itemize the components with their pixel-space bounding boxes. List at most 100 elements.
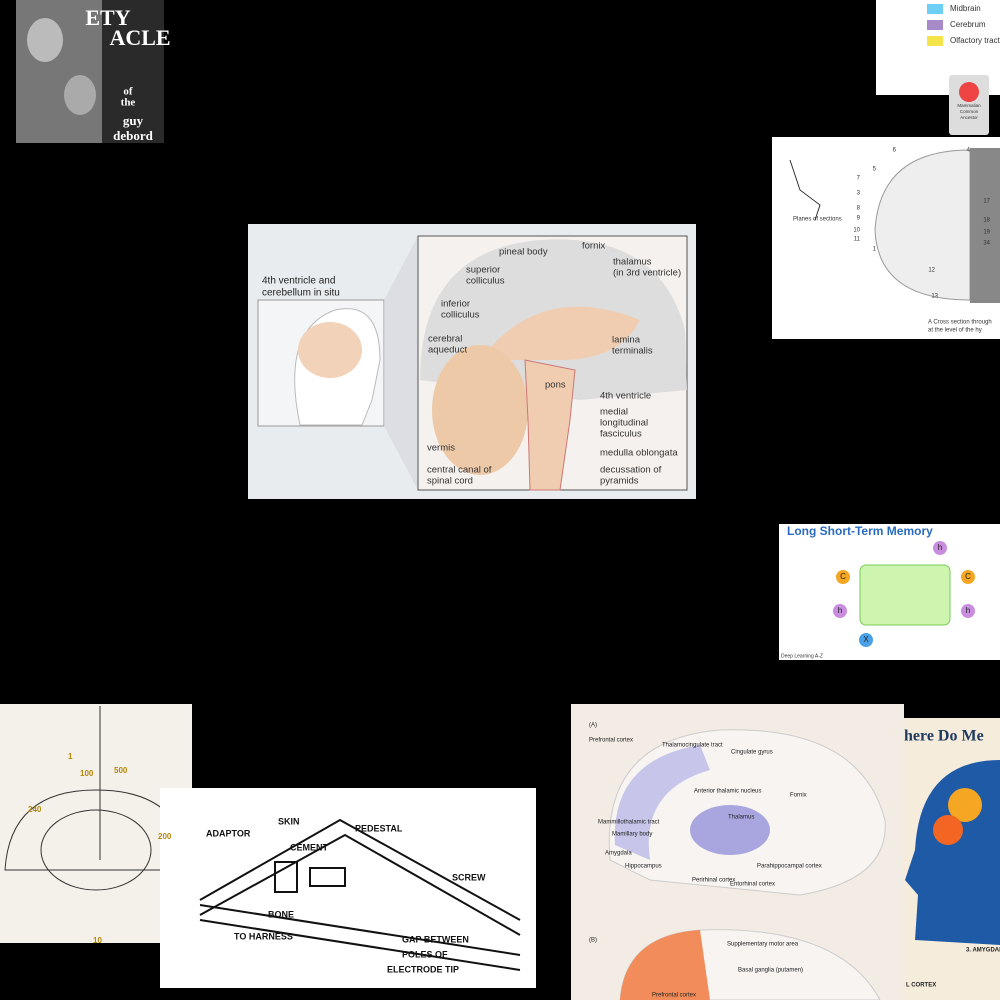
infographic-section: 3. AMYGDALA [966,948,1000,954]
section-number: 5 [873,167,877,173]
black-box [4,943,160,1000]
section-number: 13 [931,294,938,300]
section-number: 8 [857,206,861,212]
logo-text: Mammalian [957,103,981,108]
section-number: 19 [983,230,990,236]
electrode-label: SCREW [452,872,486,882]
brain-label: colliculus [466,276,505,287]
book-text: ACLE [109,25,170,50]
atlas-number: 100 [80,769,94,778]
logo-text: Common [960,109,979,114]
section-number: 9 [857,216,861,222]
section-number: 11 [854,237,861,243]
brain-label: spinal cord [427,476,473,487]
atlas-number: 500 [114,766,128,775]
section-right [970,148,1000,303]
atlas-number: 240 [28,805,42,814]
limbic-a [690,805,770,855]
brain-label: fornix [582,241,605,252]
brain-label: inferior [441,299,470,310]
brain-label: pyramids [600,476,639,487]
brain-color-label: Amygdala [605,851,632,857]
electrode-label: SKIN [278,816,300,826]
lstm-node [961,604,975,618]
caption: Planes of sections [793,217,842,223]
prefrontal-a [614,745,710,860]
legend-label: Cerebrum [950,20,986,29]
inset-brain [298,322,362,378]
brain-color-label: Supplementary motor area [727,942,799,948]
brain-label: pons [545,380,566,391]
brain-label: thalamus [613,257,652,268]
brain-label: lamina [612,335,641,346]
section-number: 4 [967,148,971,154]
section-number: 10 [853,228,860,234]
lstm-node [836,570,850,584]
legend-swatch [927,4,943,14]
brain-label: vermis [427,443,455,454]
face [27,18,63,62]
section-number: 3 [857,191,861,197]
brain-label: medulla oblongata [600,448,678,459]
brain-label: (in 3rd ventricle) [613,268,681,279]
region [948,788,982,822]
brain-color-label: (A) [589,723,597,729]
electrode-label: POLES OF [402,949,448,959]
lstm-node [833,604,847,618]
electrode-label: TO HARNESS [234,931,293,941]
brain-label: 4th ventricle [600,391,651,402]
infographic-section: L CORTEX [906,983,936,989]
brain-color-label: (B) [589,938,597,944]
lstm-node-label: h [966,606,970,615]
brain-label: longitudinal [600,418,648,429]
brain-color-label: Parahippocampal cortex [757,864,822,870]
brain-label: medial [600,407,628,418]
inset-title: 4th ventricle and [262,276,335,287]
brain-color-label: Prefrontal cortex [652,993,696,999]
book-text: guy [123,113,144,128]
lstm-title: Long Short-Term Memory [787,524,933,538]
legend-swatch [927,36,943,46]
legend-label: Olfactory tract [950,36,1000,45]
logo-icon [959,82,979,102]
logo-tile [949,75,989,135]
book-photo [16,0,102,143]
brain-color-label: Thalamocingulate tract [662,743,723,749]
brain-label: fasciculus [600,429,642,440]
lstm-node-label: h [838,606,842,615]
section-number: 17 [983,199,990,205]
brain-color-label: Basal ganglia (putamen) [738,968,803,974]
brain-label: superior [466,265,500,276]
brain-color-label: Anterior thalamic nucleus [694,789,761,795]
brain-label: colliculus [441,310,480,321]
brain-label: aqueduct [428,345,467,356]
section-number: 34 [983,241,990,247]
brain-label: central canal of [427,465,492,476]
atlas-inner [40,809,152,891]
atlas-number: 10 [93,936,102,945]
face [64,75,96,115]
pedestal [309,867,346,887]
brain-color-label: Mammillothalamic tract [598,820,660,826]
region [933,815,963,845]
caption: at the level of the hy [928,328,982,334]
brain-color-label: Cingulate gyrus [731,750,773,756]
infographic-title: here Do Me [904,728,984,745]
lstm-node-label: X [863,635,869,644]
lstm-cell [859,564,951,626]
brainstem [524,359,576,491]
zoom-cone [384,236,418,490]
electrode-label: GAP BETWEEN [402,934,469,944]
lstm-node-label: C [840,572,846,581]
prefrontal-b [620,930,710,1000]
electrode-label: PEDESTAL [355,823,403,833]
cerebellum [432,345,528,475]
atlas-number: 200 [158,832,172,841]
section-number: 18 [983,218,990,224]
brain-label: pineal body [499,247,548,258]
book-text: of [123,86,133,98]
lstm-node-label: h [938,543,942,552]
electrode-tile [160,788,536,988]
